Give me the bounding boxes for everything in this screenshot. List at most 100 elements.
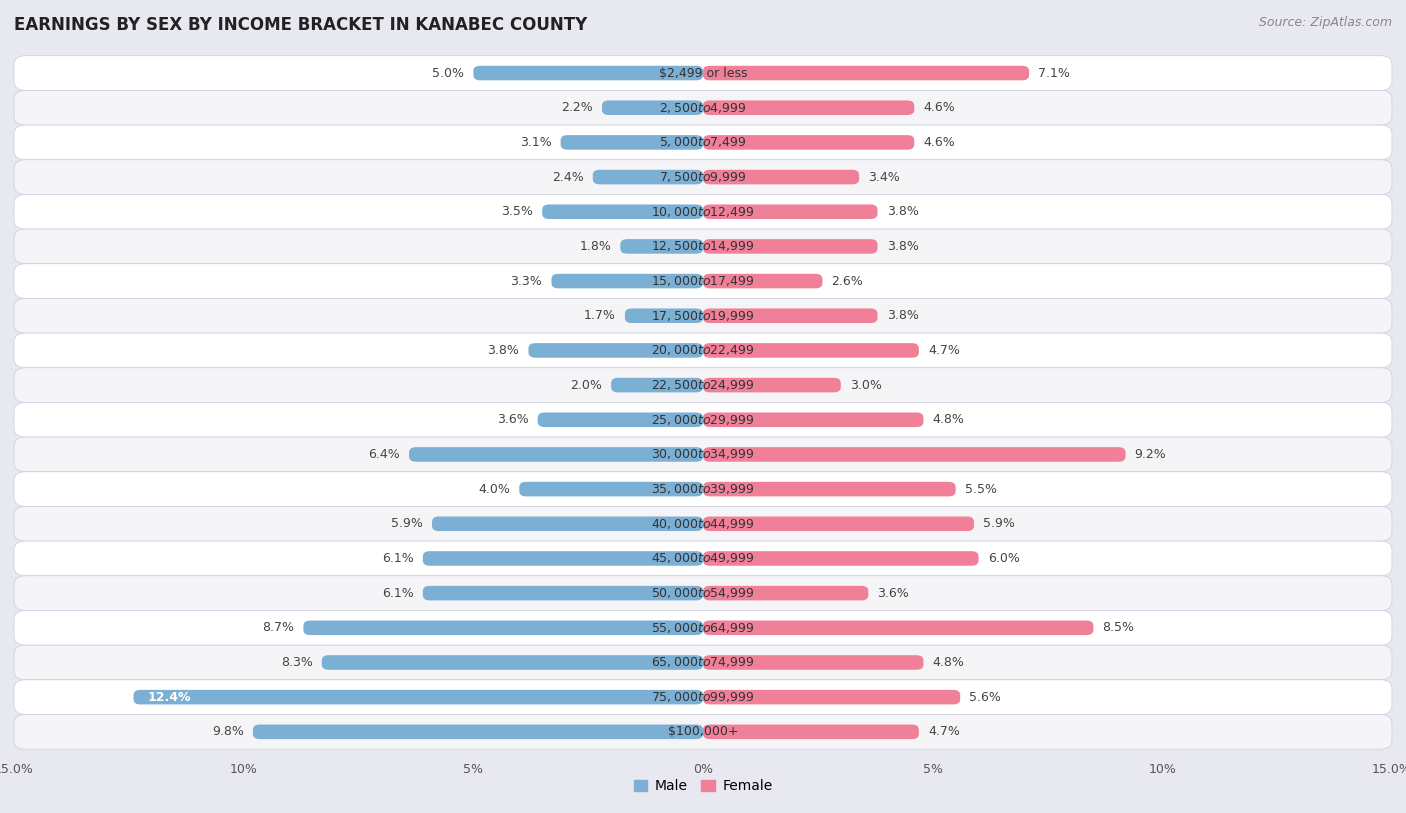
FancyBboxPatch shape bbox=[253, 724, 703, 739]
FancyBboxPatch shape bbox=[14, 437, 1392, 472]
FancyBboxPatch shape bbox=[620, 239, 703, 254]
FancyBboxPatch shape bbox=[14, 125, 1392, 159]
Text: $17,500 to $19,999: $17,500 to $19,999 bbox=[651, 309, 755, 323]
FancyBboxPatch shape bbox=[14, 472, 1392, 506]
Text: 8.7%: 8.7% bbox=[263, 621, 294, 634]
FancyBboxPatch shape bbox=[703, 724, 920, 739]
Text: $30,000 to $34,999: $30,000 to $34,999 bbox=[651, 447, 755, 462]
Text: 2.0%: 2.0% bbox=[569, 379, 602, 392]
FancyBboxPatch shape bbox=[14, 263, 1392, 298]
Text: 2.4%: 2.4% bbox=[551, 171, 583, 184]
Text: 4.8%: 4.8% bbox=[932, 413, 965, 426]
FancyBboxPatch shape bbox=[703, 516, 974, 531]
Text: 8.3%: 8.3% bbox=[281, 656, 312, 669]
Text: $75,000 to $99,999: $75,000 to $99,999 bbox=[651, 690, 755, 704]
FancyBboxPatch shape bbox=[537, 412, 703, 427]
FancyBboxPatch shape bbox=[703, 308, 877, 323]
FancyBboxPatch shape bbox=[304, 620, 703, 635]
FancyBboxPatch shape bbox=[703, 101, 914, 115]
FancyBboxPatch shape bbox=[14, 715, 1392, 749]
FancyBboxPatch shape bbox=[14, 159, 1392, 194]
Text: $40,000 to $44,999: $40,000 to $44,999 bbox=[651, 517, 755, 531]
FancyBboxPatch shape bbox=[703, 482, 956, 497]
FancyBboxPatch shape bbox=[432, 516, 703, 531]
FancyBboxPatch shape bbox=[14, 90, 1392, 125]
Text: 3.6%: 3.6% bbox=[496, 413, 529, 426]
FancyBboxPatch shape bbox=[14, 541, 1392, 576]
FancyBboxPatch shape bbox=[14, 194, 1392, 229]
Text: 2.2%: 2.2% bbox=[561, 102, 593, 114]
FancyBboxPatch shape bbox=[703, 551, 979, 566]
Text: 3.8%: 3.8% bbox=[887, 240, 918, 253]
Text: EARNINGS BY SEX BY INCOME BRACKET IN KANABEC COUNTY: EARNINGS BY SEX BY INCOME BRACKET IN KAN… bbox=[14, 16, 588, 34]
Text: 9.2%: 9.2% bbox=[1135, 448, 1167, 461]
FancyBboxPatch shape bbox=[703, 447, 1126, 462]
FancyBboxPatch shape bbox=[703, 274, 823, 289]
FancyBboxPatch shape bbox=[14, 298, 1392, 333]
FancyBboxPatch shape bbox=[14, 680, 1392, 715]
FancyBboxPatch shape bbox=[474, 66, 703, 80]
Text: $5,000 to $7,499: $5,000 to $7,499 bbox=[659, 136, 747, 150]
FancyBboxPatch shape bbox=[322, 655, 703, 670]
FancyBboxPatch shape bbox=[703, 412, 924, 427]
FancyBboxPatch shape bbox=[423, 586, 703, 601]
Text: $50,000 to $54,999: $50,000 to $54,999 bbox=[651, 586, 755, 600]
Text: 4.6%: 4.6% bbox=[924, 136, 955, 149]
Text: 3.5%: 3.5% bbox=[501, 205, 533, 218]
Text: $2,500 to $4,999: $2,500 to $4,999 bbox=[659, 101, 747, 115]
FancyBboxPatch shape bbox=[519, 482, 703, 497]
FancyBboxPatch shape bbox=[612, 378, 703, 393]
FancyBboxPatch shape bbox=[551, 274, 703, 289]
Text: $55,000 to $64,999: $55,000 to $64,999 bbox=[651, 621, 755, 635]
FancyBboxPatch shape bbox=[14, 56, 1392, 90]
Text: 3.8%: 3.8% bbox=[887, 309, 918, 322]
Text: $65,000 to $74,999: $65,000 to $74,999 bbox=[651, 655, 755, 669]
Text: $25,000 to $29,999: $25,000 to $29,999 bbox=[651, 413, 755, 427]
Text: 5.9%: 5.9% bbox=[391, 517, 423, 530]
FancyBboxPatch shape bbox=[703, 66, 1029, 80]
Text: 12.4%: 12.4% bbox=[148, 691, 191, 703]
Text: 1.8%: 1.8% bbox=[579, 240, 612, 253]
Text: $45,000 to $49,999: $45,000 to $49,999 bbox=[651, 551, 755, 566]
Text: 4.6%: 4.6% bbox=[924, 102, 955, 114]
Text: 4.7%: 4.7% bbox=[928, 344, 960, 357]
FancyBboxPatch shape bbox=[529, 343, 703, 358]
Text: 7.1%: 7.1% bbox=[1038, 67, 1070, 80]
FancyBboxPatch shape bbox=[703, 343, 920, 358]
Text: 5.6%: 5.6% bbox=[969, 691, 1001, 703]
Text: $2,499 or less: $2,499 or less bbox=[659, 67, 747, 80]
FancyBboxPatch shape bbox=[423, 551, 703, 566]
Text: 1.7%: 1.7% bbox=[583, 309, 616, 322]
FancyBboxPatch shape bbox=[703, 620, 1094, 635]
Text: $22,500 to $24,999: $22,500 to $24,999 bbox=[651, 378, 755, 392]
Text: 3.3%: 3.3% bbox=[510, 275, 543, 288]
Text: 3.8%: 3.8% bbox=[887, 205, 918, 218]
FancyBboxPatch shape bbox=[703, 378, 841, 393]
FancyBboxPatch shape bbox=[703, 170, 859, 185]
Text: 4.8%: 4.8% bbox=[932, 656, 965, 669]
FancyBboxPatch shape bbox=[134, 690, 703, 704]
FancyBboxPatch shape bbox=[14, 229, 1392, 263]
Text: 5.0%: 5.0% bbox=[432, 67, 464, 80]
Text: 9.8%: 9.8% bbox=[212, 725, 243, 738]
Text: 4.0%: 4.0% bbox=[478, 483, 510, 496]
Text: $100,000+: $100,000+ bbox=[668, 725, 738, 738]
Text: Source: ZipAtlas.com: Source: ZipAtlas.com bbox=[1258, 16, 1392, 29]
FancyBboxPatch shape bbox=[703, 204, 877, 219]
Text: $15,000 to $17,499: $15,000 to $17,499 bbox=[651, 274, 755, 288]
Text: 5.5%: 5.5% bbox=[965, 483, 997, 496]
Text: 6.1%: 6.1% bbox=[382, 552, 413, 565]
FancyBboxPatch shape bbox=[703, 135, 914, 150]
FancyBboxPatch shape bbox=[14, 646, 1392, 680]
Text: 3.8%: 3.8% bbox=[488, 344, 519, 357]
FancyBboxPatch shape bbox=[703, 690, 960, 704]
FancyBboxPatch shape bbox=[561, 135, 703, 150]
FancyBboxPatch shape bbox=[602, 101, 703, 115]
Text: $35,000 to $39,999: $35,000 to $39,999 bbox=[651, 482, 755, 496]
FancyBboxPatch shape bbox=[14, 333, 1392, 367]
Text: 6.4%: 6.4% bbox=[368, 448, 399, 461]
Text: $12,500 to $14,999: $12,500 to $14,999 bbox=[651, 239, 755, 254]
Text: 2.6%: 2.6% bbox=[831, 275, 863, 288]
FancyBboxPatch shape bbox=[703, 586, 869, 601]
Text: $7,500 to $9,999: $7,500 to $9,999 bbox=[659, 170, 747, 184]
